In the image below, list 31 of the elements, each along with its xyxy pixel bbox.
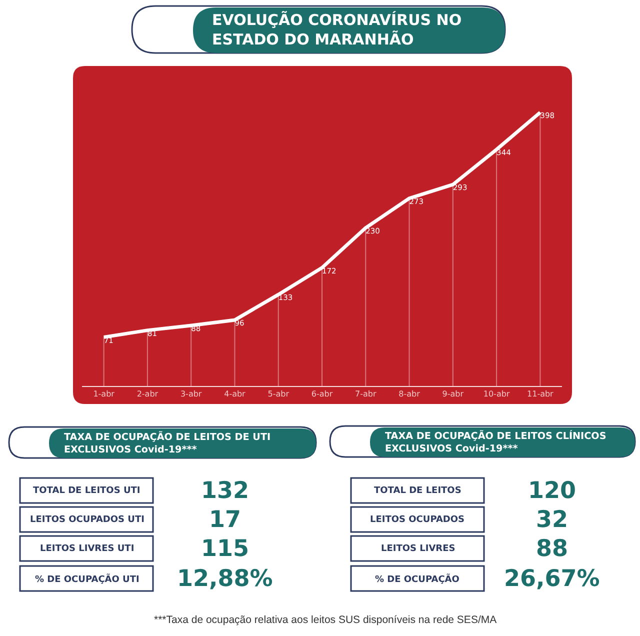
x-tick-label: 2-abr xyxy=(136,390,159,399)
x-tick-label: 1-abr xyxy=(93,390,116,399)
x-tick-label: 11-abr xyxy=(527,390,554,399)
text: 32 xyxy=(536,507,568,533)
text: 26,67% xyxy=(504,566,600,592)
text: TOTAL DE LEITOS xyxy=(374,486,462,496)
text: 88 xyxy=(536,536,568,562)
x-tick-label: 3-abr xyxy=(180,390,202,399)
text: LEITOS LIVRES UTI xyxy=(40,544,134,554)
x-tick-label: 4-abr xyxy=(224,390,246,399)
text: % DE OCUPAÇÃO xyxy=(375,573,460,585)
text: 132 xyxy=(201,478,250,504)
x-tick-label: 6-abr xyxy=(311,390,334,399)
x-tick-label: 8-abr xyxy=(398,390,421,399)
text: % DE OCUPAÇÃO UTI xyxy=(35,573,140,585)
x-tick-label: 9-abr xyxy=(442,390,464,399)
text: LEITOS OCUPADOS UTI xyxy=(30,515,144,525)
text: TAXA DE OCUPAÇÃO DE LEITOS DE UTI EXCLUSIVOS Covid-19*** xyxy=(64,431,271,456)
chart-title: EVOLUÇÃO CORONAVÍRUS NO ESTADO DO MARANHÃO xyxy=(212,11,462,48)
x-tick-label: 10-abr xyxy=(483,390,510,399)
text: ***Taxa de ocupação relativa aos leitos SUS disponíveis na rede SES/MA xyxy=(154,614,497,626)
text: 12,88% xyxy=(177,566,273,592)
text: LEITOS LIVRES xyxy=(381,544,456,554)
text: 120 xyxy=(528,478,576,504)
x-tick-label: 5-abr xyxy=(268,390,290,399)
x-tick-label: 7-abr xyxy=(355,390,377,399)
text: 17 xyxy=(209,507,242,533)
text: TAXA DE OCUPAÇÃO DE LEITOS CLÍNICOS EXCLUSIVOS Covid-19*** xyxy=(385,430,606,454)
text: 115 xyxy=(201,536,250,562)
text: TOTAL DE LEITOS UTI xyxy=(33,486,140,496)
text: LEITOS OCUPADOS xyxy=(370,515,465,525)
